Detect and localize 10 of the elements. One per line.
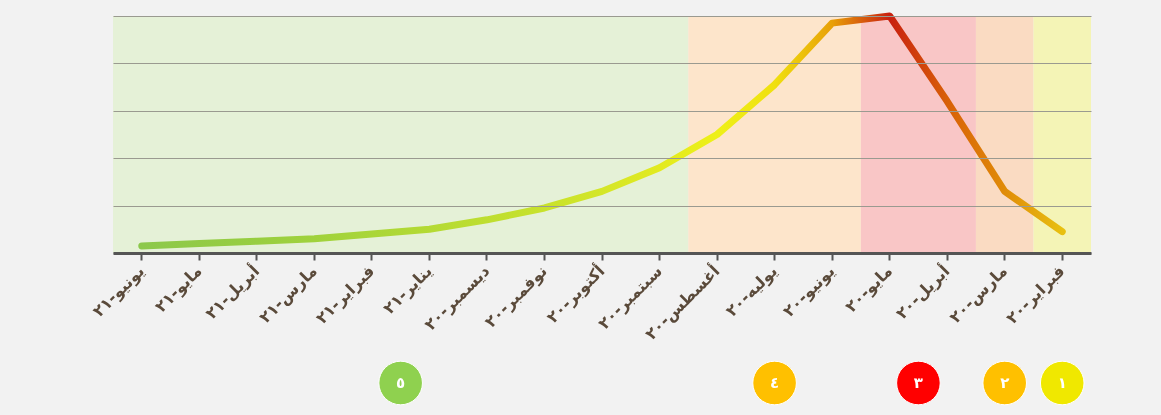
text: ١: [1057, 374, 1067, 392]
x-tick-label: مايو-٢١: [151, 261, 206, 316]
x-tick-label: مايو-٢٠: [841, 261, 897, 316]
x-tick-label: يونيو-٢٠: [779, 261, 839, 321]
text: ٢: [1000, 374, 1010, 392]
text: ٤: [770, 374, 780, 392]
x-tick-label: يوليه-٢٠: [721, 261, 781, 321]
text: ٥: [396, 374, 406, 392]
x-tick-label: يونيو-٢١: [88, 261, 149, 321]
text: ٣: [913, 374, 923, 392]
